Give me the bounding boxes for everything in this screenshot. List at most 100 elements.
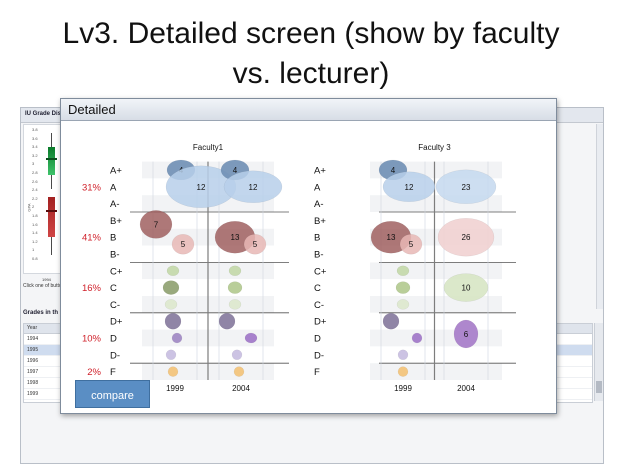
grade-bubble: [165, 349, 177, 361]
background-tick-label: 3.6: [32, 135, 38, 141]
background-tick-label: 2.6: [32, 178, 38, 184]
background-tick-label: 3: [32, 161, 35, 167]
background-tick-label: 1.2: [32, 238, 38, 244]
grade-label: D-: [110, 350, 120, 361]
grade-label: D: [110, 334, 117, 345]
bubble-value-label: 7: [154, 220, 159, 229]
bubble-value-label: 6: [464, 330, 469, 339]
grade-bubble: [231, 349, 243, 361]
grade-bubble: [243, 233, 267, 255]
bubble-value-label: 12: [405, 183, 414, 192]
background-tick-label: 3.4: [32, 144, 38, 150]
background-tick-label: 2: [32, 204, 35, 210]
background-right-scrollbar[interactable]: [596, 124, 603, 309]
grade-bubble: [435, 169, 497, 205]
background-gpa-chart[interactable]: GPA 1994 3.8 3.6 3.4 3.2 3 2.8 2.6 2.4 2.2 2 1.8 1.…: [23, 124, 65, 282]
bubble-value-label: 5: [253, 240, 258, 249]
grade-label: A+: [110, 166, 122, 177]
grade-bubble: [166, 265, 180, 277]
slide-title-line-2: vs. lecturer): [232, 57, 390, 90]
grade-bubble: [399, 233, 423, 255]
bubble-value-label: 12: [249, 183, 258, 192]
background-green-median: [46, 158, 57, 160]
bubble-value-label: 4: [233, 166, 238, 175]
grade-bubble: [244, 332, 258, 344]
panel-title: Faculty1: [193, 143, 224, 152]
bubble-value-label: 26: [462, 233, 471, 242]
grade-label: B+: [314, 216, 326, 227]
grade-row-stripe: [370, 363, 502, 380]
grade-label: A-: [110, 199, 120, 210]
grade-label: A-: [314, 199, 324, 210]
compare-button[interactable]: compare: [75, 380, 150, 408]
grade-bubble: [164, 299, 178, 310]
bubble-value-label: 12: [197, 183, 206, 192]
year-label: 1999: [394, 384, 412, 393]
grade-bubble: [411, 332, 423, 344]
grade-label: F: [314, 367, 320, 378]
grade-bubble: [233, 366, 245, 377]
grade-label: A: [110, 182, 117, 193]
detailed-dialog: Detailed Faculty1 1999 2004 Faculty 3 1999 20…: [60, 98, 557, 414]
grade-row-stripe: [370, 329, 502, 347]
background-tick-label: 1.4: [32, 230, 38, 236]
grade-label: C-: [314, 300, 324, 311]
background-tick-label: 1.6: [32, 221, 38, 227]
grade-bubble: [397, 366, 409, 377]
grade-bubble: [443, 273, 489, 302]
bubble-value-label: 13: [231, 233, 240, 242]
background-whisker-bottom: [51, 237, 52, 255]
background-year-label: 1994: [42, 277, 51, 282]
grade-bubble: [228, 299, 242, 310]
grade-row-stripe: [370, 346, 502, 364]
grade-label: A+: [314, 166, 326, 177]
background-table-scrollbar[interactable]: [594, 323, 603, 401]
background-tick-label: 1: [32, 247, 35, 253]
background-red-bar: [48, 197, 55, 237]
grade-label: D+: [314, 317, 327, 328]
grade-bubble: [171, 332, 183, 344]
dialog-body: Faculty1 1999 2004 Faculty 3 1999 2004 A+ A+ A A A…: [61, 121, 556, 413]
group-percentage: 2%: [87, 367, 101, 378]
bubble-value-label: 23: [462, 183, 471, 192]
background-tick-label: 3.2: [32, 152, 38, 158]
background-axis-label: GPA: [26, 203, 32, 212]
grade-label: B: [314, 233, 320, 244]
grade-bubble: [139, 210, 173, 239]
group-percentage: 31%: [82, 182, 102, 193]
grade-bubble: [228, 265, 242, 277]
dialog-title: Detailed: [68, 102, 116, 117]
bubble-value-label: 5: [409, 240, 414, 249]
grade-bubble: [395, 281, 411, 294]
background-tick-label: 3.8: [32, 127, 38, 132]
grade-bubble: [437, 217, 495, 257]
background-grades-title: Grades in th: [23, 310, 59, 316]
grade-bubble: [382, 312, 400, 330]
grade-label: F: [110, 367, 116, 378]
background-panel-title: IU Grade Distri: [25, 111, 68, 117]
panel-title: Faculty 3: [418, 143, 451, 152]
grade-bubble: [164, 312, 182, 330]
grade-bubble: [396, 265, 410, 277]
grade-label: C: [110, 283, 117, 294]
dialog-header[interactable]: Detailed: [61, 99, 556, 121]
background-scroll-thumb[interactable]: [596, 381, 602, 393]
grade-bubble: [223, 170, 283, 204]
grade-bubble: [396, 299, 410, 310]
year-label: 2004: [232, 384, 250, 393]
grade-label: B-: [110, 250, 120, 261]
group-percentage: 16%: [82, 283, 102, 294]
grade-label: C+: [110, 266, 123, 277]
grade-label: D: [314, 334, 321, 345]
slide-title-line-1: Lv3. Detailed screen (show by faculty: [62, 17, 560, 50]
grade-bubble: [162, 280, 180, 295]
bubble-value-label: 4: [391, 166, 396, 175]
background-tick-label: 2.8: [32, 170, 38, 175]
grade-bubble: [397, 349, 409, 361]
background-tick-label: 0.8: [32, 256, 38, 261]
background-green-bar: [48, 147, 55, 175]
grade-label: D-: [314, 350, 324, 361]
grade-label: C+: [314, 266, 327, 277]
grade-label: B+: [110, 216, 122, 227]
background-tick-label: 2.4: [32, 187, 38, 193]
